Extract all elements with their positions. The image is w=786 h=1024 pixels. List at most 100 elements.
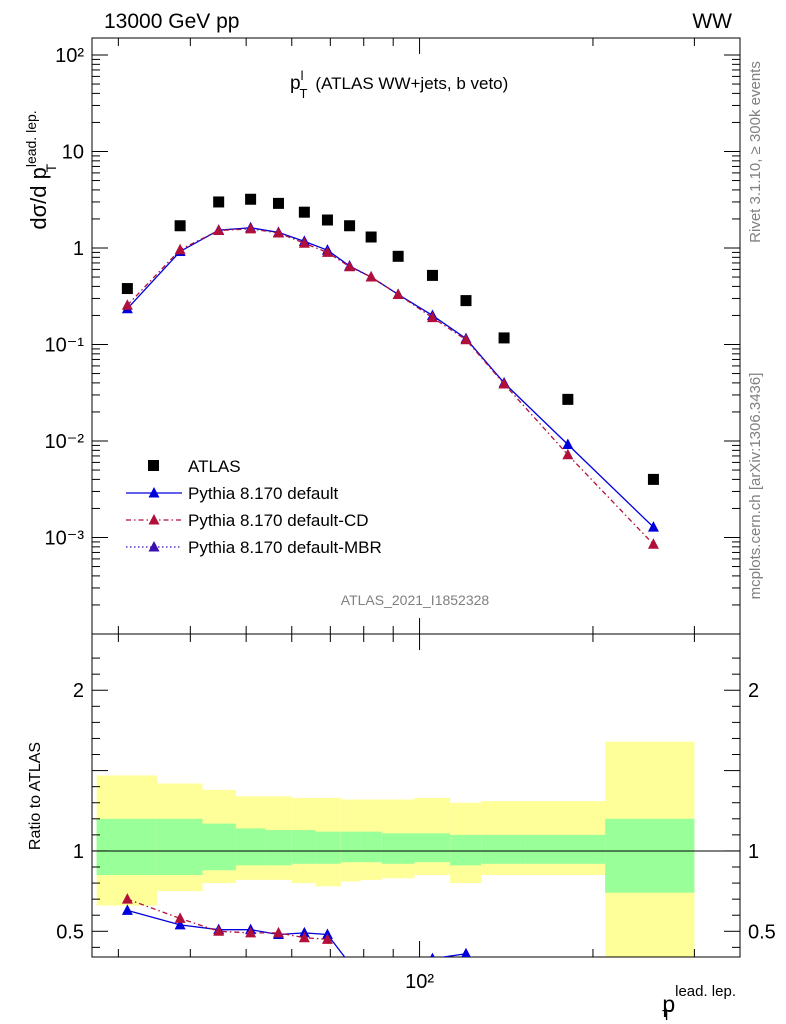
series-marker	[562, 438, 574, 449]
main-series-layer	[121, 193, 659, 549]
ratio-uncertainty-bands	[96, 741, 695, 957]
atlas-data-point	[392, 250, 404, 262]
analysis-label: ATLAS_2021_I1852328	[341, 592, 490, 608]
inner-band-bin	[360, 831, 382, 863]
beam-label: 13000 GeV pp	[104, 10, 239, 33]
atlas-data-point	[562, 393, 574, 405]
main-axis-ticks: 10² 10 1 10⁻¹ 10⁻² 10⁻³	[45, 38, 740, 635]
atlas-data-point	[213, 196, 225, 208]
y-tick-label: 10	[62, 141, 84, 163]
series-marker	[647, 521, 659, 532]
inner-band-bin	[340, 831, 361, 863]
legend-label: ATLAS	[188, 457, 241, 476]
atlas-data-point	[498, 332, 510, 344]
x-axis-base: p	[662, 991, 675, 1017]
ratio-y-tick-label: 0.5	[56, 921, 84, 943]
main-y-axis-sub: T	[43, 163, 59, 172]
legend-label: Pythia 8.170 default-CD	[188, 511, 369, 530]
inner-band-bin	[414, 833, 451, 863]
plot-title-subscript: T	[299, 86, 307, 101]
legend-label: Pythia 8.170 default-MBR	[188, 538, 382, 557]
series-marker	[298, 237, 310, 248]
inner-band-bin	[202, 823, 236, 871]
atlas-data-point	[298, 206, 310, 218]
atlas-data-point	[426, 269, 438, 281]
mcplots-label: mcplots.cern.ch [arXiv:1306.3436]	[747, 373, 764, 600]
atlas-data-point	[460, 295, 472, 307]
x-axis-sup: lead. lep.	[675, 983, 736, 1000]
ratio-series-marker	[174, 918, 186, 930]
rivet-version-label: Rivet 3.1.10, ≥ 300k events	[747, 61, 764, 243]
x-axis-label: plead. lep. T	[662, 983, 736, 1024]
ratio-y-tick-label: 1	[73, 841, 84, 863]
series-marker	[344, 260, 356, 272]
main-y-axis-label: dσ/d plead. lep. T	[23, 110, 59, 229]
ratio-y-tick-label: 2	[73, 680, 84, 702]
series-marker	[562, 448, 574, 460]
ratio-series-marker	[298, 931, 310, 943]
y-tick-label: 1	[73, 238, 84, 260]
ratio-series-marker	[321, 933, 333, 944]
ratio-y-axis-label: Ratio to ATLAS	[27, 742, 44, 850]
series-marker	[272, 227, 284, 238]
ratio-series-marker	[272, 926, 284, 938]
ratio-y-tick-label-right: 0.5	[748, 921, 776, 943]
series-marker	[426, 311, 438, 323]
x-tick-label: 10²	[405, 971, 434, 993]
atlas-data-point	[121, 283, 133, 295]
legend: ATLAS Pythia 8.170 default Pythia 8.170 de…	[126, 457, 382, 557]
inner-band-bin	[525, 834, 606, 864]
series-marker	[647, 538, 659, 549]
ratio-frame-border	[91, 633, 741, 958]
series-marker	[460, 333, 472, 345]
inner-band-bin	[235, 828, 266, 866]
legend-marker	[148, 541, 160, 552]
ratio-series-marker	[430, 952, 435, 957]
series-marker	[245, 222, 257, 234]
ratio-series-marker	[245, 926, 257, 938]
ratio-series-layer	[121, 893, 471, 957]
series-marker	[365, 271, 377, 282]
ratio-axis-ticks: 10² 0.5 0.5 1 1 2 2	[56, 634, 776, 993]
ratio-panel-frame	[91, 633, 741, 958]
main-y-axis-sup: lead. lep.	[23, 110, 39, 167]
atlas-data-point	[245, 193, 257, 205]
ratio-y-tick-label-right: 2	[748, 680, 759, 702]
legend-marker	[148, 460, 159, 471]
atlas-data-point	[344, 220, 356, 232]
inner-band-bin	[156, 818, 203, 876]
inner-band-bin	[265, 830, 292, 866]
inner-band-bin	[450, 834, 482, 866]
main-y-axis-base: dσ/d p	[26, 167, 51, 230]
y-tick-label: 10⁻³	[45, 527, 85, 549]
atlas-data-point	[272, 197, 284, 209]
series-marker	[121, 299, 133, 310]
process-label: WW	[692, 10, 732, 33]
inner-band-bin	[481, 834, 526, 864]
inner-band-bin	[96, 818, 157, 876]
ratio-series-marker	[174, 912, 186, 923]
inner-band-bin	[315, 831, 341, 864]
legend-marker	[148, 514, 160, 525]
legend-label: Pythia 8.170 default	[188, 484, 339, 503]
ratio-series-marker	[121, 893, 133, 904]
series-marker	[321, 246, 333, 257]
series-line	[126, 227, 654, 528]
inner-band-bin	[291, 830, 316, 864]
atlas-data-point	[321, 214, 333, 226]
plot-title-text: (ATLAS WW+jets, b veto)	[315, 74, 508, 93]
atlas-data-point	[365, 231, 377, 243]
ratio-y-tick-label-right: 1	[748, 841, 759, 863]
ratio-series-marker	[213, 925, 225, 936]
inner-band-bin	[605, 818, 695, 893]
inner-band-bin	[381, 833, 415, 864]
ratio-series-marker	[121, 904, 133, 915]
legend-marker	[148, 487, 160, 498]
series-marker	[174, 243, 186, 255]
series-marker	[392, 288, 404, 299]
y-tick-label: 10⁻²	[45, 431, 85, 453]
series-marker	[498, 377, 510, 389]
atlas-data-point	[174, 220, 186, 232]
plot-title-symbol: p	[290, 73, 301, 94]
